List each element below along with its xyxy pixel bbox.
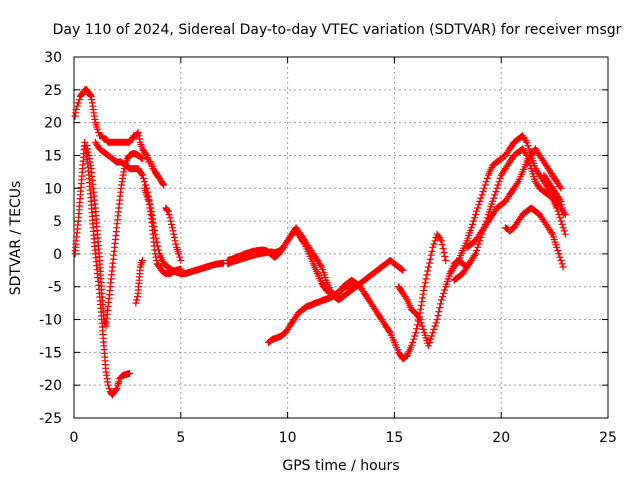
series-points	[91, 138, 227, 278]
y-tick-label: 30	[44, 50, 62, 66]
x-tick-label: 10	[279, 430, 297, 446]
series-points	[335, 230, 450, 363]
series-points	[83, 142, 146, 330]
series-points	[162, 204, 185, 264]
x-tick-label: 25	[599, 430, 617, 446]
series-4	[91, 138, 227, 278]
series-points	[224, 227, 343, 299]
series-1	[71, 86, 168, 189]
series-13	[446, 132, 569, 278]
y-tick-label: -25	[39, 411, 62, 427]
series-5	[141, 184, 185, 278]
x-axis-title: GPS time / hours	[282, 458, 399, 474]
x-tick-label: 5	[176, 430, 185, 446]
series-3	[83, 142, 146, 330]
series-layer	[71, 86, 569, 399]
series-15	[463, 145, 565, 251]
y-tick-label: -15	[39, 345, 62, 361]
series-17	[540, 171, 567, 218]
series-points	[502, 204, 567, 271]
y-tick-labels: -25 -20 -15 -10 -5 0 5 10 15 20 25 30	[39, 50, 62, 427]
x-tick-label: 15	[385, 430, 403, 446]
series-2	[71, 138, 133, 399]
y-tick-label: 5	[53, 214, 62, 230]
series-points	[446, 132, 569, 278]
axis-ticks	[73, 56, 609, 419]
y-tick-label: 25	[44, 83, 62, 99]
series-points	[132, 257, 146, 307]
x-tick-labels: 0 5 10 15 20 25	[70, 430, 617, 446]
x-tick-label: 20	[492, 430, 510, 446]
series-points	[71, 138, 133, 399]
series-7	[132, 257, 146, 307]
chart-title: Day 110 of 2024, Sidereal Day-to-day VTE…	[53, 22, 622, 38]
series-points	[71, 86, 168, 189]
series-14	[450, 145, 569, 284]
series-points	[540, 171, 567, 218]
y-tick-label: -10	[39, 313, 62, 329]
series-16	[502, 204, 567, 271]
y-tick-label: -5	[48, 280, 62, 296]
y-tick-label: -20	[39, 378, 62, 394]
y-axis-title: SDTVAR / TECUs	[8, 181, 24, 296]
y-tick-label: 10	[44, 181, 62, 197]
plot-frame	[73, 56, 609, 419]
series-12	[395, 257, 471, 350]
y-tick-label: 0	[53, 247, 62, 263]
series-points	[463, 145, 565, 251]
y-tick-label: 15	[44, 148, 62, 164]
series-points	[141, 184, 185, 278]
series-11	[335, 230, 450, 363]
y-tick-label: 20	[44, 116, 62, 132]
series-6	[162, 204, 185, 264]
series-points	[395, 257, 471, 350]
x-tick-label: 0	[70, 430, 79, 446]
series-points	[450, 145, 569, 284]
series-9	[224, 227, 343, 299]
